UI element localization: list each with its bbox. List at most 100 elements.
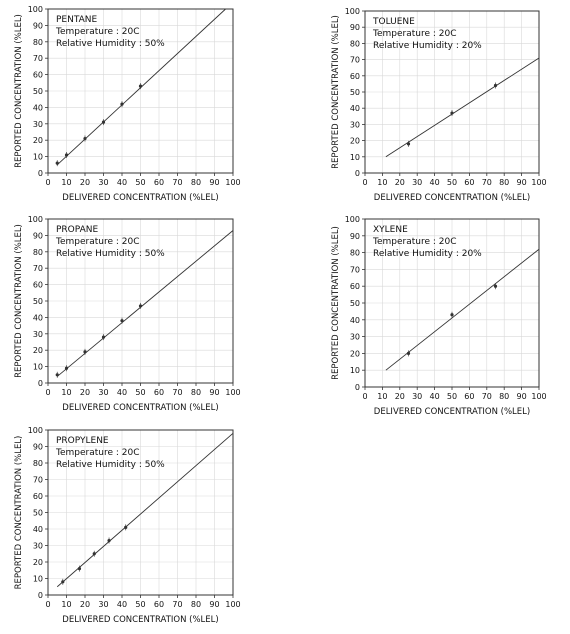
x-tick-label: 70 (482, 178, 492, 187)
x-tick-label: 20 (80, 178, 90, 187)
chart-panel: 0 10 20 30 40 50 60 70 80 90 100 0 10 20 30 40 50 60 70 80 9… (14, 426, 241, 625)
chart-annotation: Relative Humidity : 50% (56, 249, 165, 259)
y-tick-label: 70 (350, 56, 360, 65)
x-tick-label: 60 (154, 600, 164, 609)
x-tick-label: 50 (447, 178, 457, 187)
y-tick-label: 30 (33, 542, 43, 551)
y-tick-label: 90 (33, 21, 43, 30)
x-tick-label: 70 (172, 600, 182, 609)
y-tick-label: 80 (350, 39, 360, 48)
y-tick-label: 70 (33, 476, 43, 485)
x-tick-label: 90 (209, 388, 219, 397)
y-tick-label: 30 (350, 120, 360, 129)
x-tick-label: 0 (362, 178, 367, 187)
x-tick-label: 90 (517, 178, 527, 187)
y-tick-label: 60 (350, 282, 360, 291)
chart-annotation: Temperature : 20C (55, 27, 140, 37)
y-tick-label: 10 (33, 363, 43, 372)
y-tick-label: 10 (350, 366, 360, 375)
x-axis-label: DELIVERED CONCENTRATION (%LEL) (374, 193, 530, 203)
x-axis-label: DELIVERED CONCENTRATION (%LEL) (62, 403, 218, 413)
data-point (120, 102, 124, 106)
y-axis-label: REPORTED CONCENTRATION (%LEL) (331, 226, 341, 380)
x-tick-label: 40 (430, 392, 440, 401)
y-tick-label: 40 (33, 313, 43, 322)
y-tick-label: 40 (350, 104, 360, 113)
y-tick-label: 10 (33, 153, 43, 162)
chart-title: PROPANE (56, 225, 99, 235)
x-tick-label: 20 (80, 388, 90, 397)
data-point (450, 313, 454, 317)
x-tick-label: 20 (80, 600, 90, 609)
y-tick-label: 60 (33, 71, 43, 80)
x-tick-label: 20 (395, 178, 405, 187)
chart-panel: 0 10 20 30 40 50 60 70 80 90 100 0 10 20 30 40 50 60 70 80 9… (14, 215, 241, 413)
y-tick-label: 70 (33, 54, 43, 63)
fit-line (385, 248, 540, 371)
x-tick-label: 80 (499, 392, 509, 401)
y-tick-label: 0 (355, 169, 360, 178)
y-tick-label: 100 (28, 215, 43, 224)
x-tick-label: 50 (135, 388, 145, 397)
x-tick-label: 50 (135, 600, 145, 609)
x-tick-label: 100 (531, 392, 546, 401)
chart-annotation: Relative Humidity : 50% (56, 460, 165, 470)
x-tick-label: 30 (98, 178, 108, 187)
x-tick-label: 10 (61, 388, 71, 397)
x-tick-label: 50 (135, 178, 145, 187)
x-tick-label: 60 (464, 392, 474, 401)
x-tick-label: 100 (225, 178, 240, 187)
y-tick-label: 100 (345, 7, 360, 16)
y-tick-label: 50 (33, 509, 43, 518)
fit-line (385, 57, 540, 158)
x-tick-label: 40 (117, 600, 127, 609)
x-tick-label: 60 (464, 178, 474, 187)
y-tick-label: 50 (33, 87, 43, 96)
y-tick-label: 60 (350, 72, 360, 81)
fit-line (56, 8, 226, 166)
y-tick-label: 50 (350, 299, 360, 308)
y-tick-label: 60 (33, 492, 43, 501)
x-tick-label: 40 (430, 178, 440, 187)
chart-annotation: Temperature : 20C (55, 448, 140, 458)
x-axis-label: DELIVERED CONCENTRATION (%LEL) (374, 407, 530, 417)
fit-line (56, 432, 234, 588)
y-tick-label: 20 (350, 349, 360, 358)
chart-title: XYLENE (373, 225, 408, 235)
x-axis-label: DELIVERED CONCENTRATION (%LEL) (62, 615, 218, 625)
x-tick-label: 50 (447, 392, 457, 401)
y-tick-label: 80 (33, 38, 43, 47)
y-tick-label: 40 (33, 525, 43, 534)
y-tick-label: 90 (33, 231, 43, 240)
y-axis-label: REPORTED CONCENTRATION (%LEL) (331, 15, 341, 169)
x-tick-label: 10 (377, 178, 387, 187)
x-tick-label: 90 (209, 600, 219, 609)
y-tick-label: 80 (33, 248, 43, 257)
chart-annotation: Temperature : 20C (372, 29, 457, 39)
y-tick-label: 40 (350, 316, 360, 325)
chart-annotation: Relative Humidity : 50% (56, 39, 165, 49)
x-tick-label: 20 (395, 392, 405, 401)
y-tick-label: 90 (33, 443, 43, 452)
x-tick-label: 10 (61, 178, 71, 187)
y-tick-label: 60 (33, 281, 43, 290)
y-tick-label: 10 (33, 575, 43, 584)
x-tick-label: 100 (225, 600, 240, 609)
chart-annotation: Relative Humidity : 20% (373, 249, 482, 259)
chart-annotation: Relative Humidity : 20% (373, 41, 482, 51)
x-tick-label: 70 (482, 392, 492, 401)
chart-title: TOLUENE (372, 17, 415, 27)
x-tick-label: 60 (154, 388, 164, 397)
y-axis-label: REPORTED CONCENTRATION (%LEL) (14, 436, 24, 590)
x-tick-label: 80 (191, 600, 201, 609)
x-tick-label: 30 (98, 600, 108, 609)
x-tick-label: 90 (517, 392, 527, 401)
x-tick-label: 100 (225, 388, 240, 397)
y-tick-label: 70 (33, 264, 43, 273)
y-tick-label: 40 (33, 103, 43, 112)
x-tick-label: 0 (362, 392, 367, 401)
y-tick-label: 20 (350, 137, 360, 146)
x-tick-label: 80 (499, 178, 509, 187)
y-tick-label: 30 (350, 333, 360, 342)
